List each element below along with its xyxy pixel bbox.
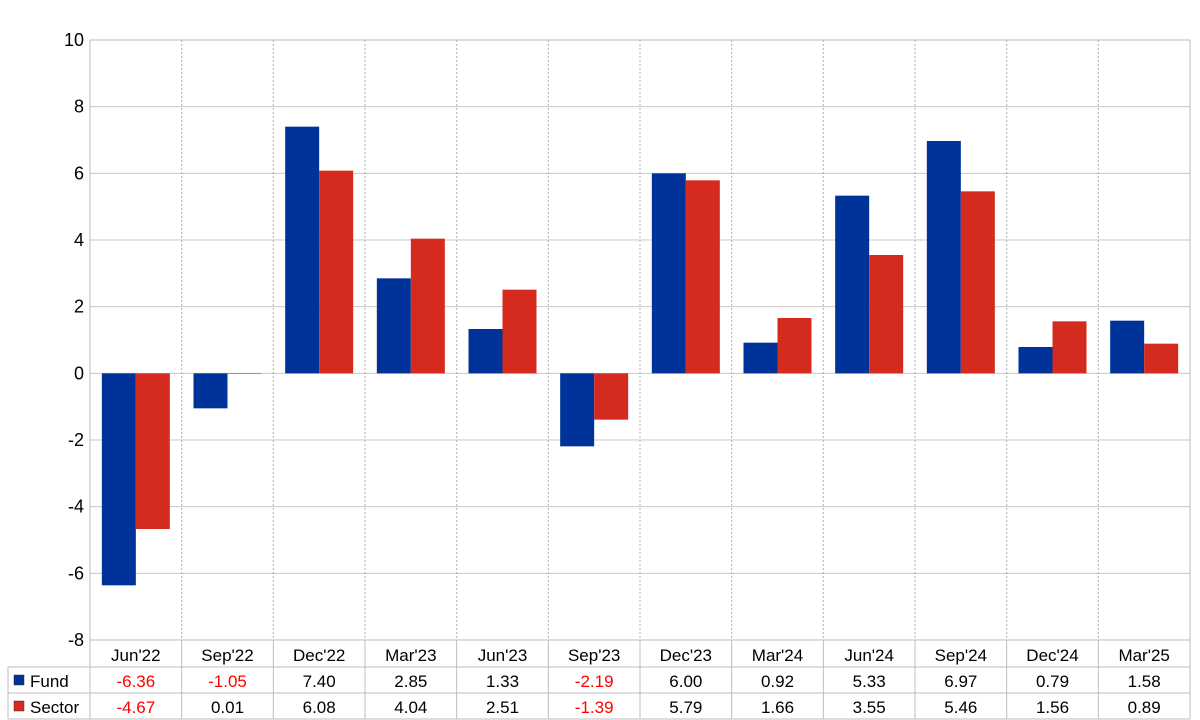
data-label-sector: 2.51 xyxy=(486,698,519,717)
bar-sector xyxy=(594,373,629,420)
bar-sector xyxy=(502,289,537,374)
x-category-label: Sep'23 xyxy=(568,646,620,665)
bar-fund xyxy=(193,373,228,409)
data-label-sector: -4.67 xyxy=(116,698,155,717)
bar-sector xyxy=(685,180,720,374)
bar-sector xyxy=(960,191,995,374)
data-label-fund: 5.33 xyxy=(853,672,886,691)
y-tick-label: 0 xyxy=(74,363,84,383)
legend-swatch-fund xyxy=(13,674,25,686)
data-label-fund: -2.19 xyxy=(575,672,614,691)
x-category-label: Sep'24 xyxy=(935,646,987,665)
bar-fund xyxy=(743,342,778,374)
grid-lines xyxy=(89,39,1191,641)
data-label-fund: 7.40 xyxy=(303,672,336,691)
data-label-fund: 1.33 xyxy=(486,672,519,691)
y-tick-label: 6 xyxy=(74,163,84,183)
y-tick-label: -6 xyxy=(68,563,84,583)
y-tick-label: 4 xyxy=(74,230,84,250)
bar-sector xyxy=(227,373,262,374)
y-tick-label: 2 xyxy=(74,297,84,317)
bar-sector xyxy=(777,318,812,374)
x-category-label: Mar'25 xyxy=(1118,646,1169,665)
data-label-sector: 0.01 xyxy=(211,698,244,717)
y-axis: 10 8 6 4 2 0 -2 -4 -6 -8 xyxy=(64,30,84,650)
x-category-label: Dec'24 xyxy=(1026,646,1078,665)
x-category-label: Jun'22 xyxy=(111,646,161,665)
data-label-sector: -1.39 xyxy=(575,698,614,717)
data-label-fund: 6.00 xyxy=(669,672,702,691)
bar-sector xyxy=(135,373,170,529)
y-tick-label: 8 xyxy=(74,97,84,117)
x-category-label: Jun'23 xyxy=(478,646,528,665)
data-label-fund: 0.92 xyxy=(761,672,794,691)
legend-swatch-sector xyxy=(13,700,25,712)
data-label-sector: 1.56 xyxy=(1036,698,1069,717)
data-label-fund: 6.97 xyxy=(944,672,977,691)
bar-fund xyxy=(1110,320,1145,374)
y-tick-label: -4 xyxy=(68,497,84,517)
x-category-label: Dec'23 xyxy=(660,646,712,665)
bar-sector xyxy=(410,238,445,374)
y-tick-label: -8 xyxy=(68,630,84,650)
bar-fund xyxy=(926,141,961,374)
data-table: Jun'22 Sep'22 Dec'22 Mar'23 Jun'23 Sep'23 Dec'… xyxy=(7,640,1191,720)
data-label-fund: 0.79 xyxy=(1036,672,1069,691)
data-label-fund: -6.36 xyxy=(116,672,155,691)
data-label-sector: 4.04 xyxy=(394,698,427,717)
data-label-fund: -1.05 xyxy=(208,672,247,691)
legend-label-sector: Sector xyxy=(30,698,79,717)
y-tick-label: -2 xyxy=(68,430,84,450)
bar-sector xyxy=(1052,321,1087,374)
bar-fund xyxy=(468,329,503,374)
data-label-sector: 6.08 xyxy=(303,698,336,717)
data-label-sector: 5.79 xyxy=(669,698,702,717)
data-label-sector: 5.46 xyxy=(944,698,977,717)
bar-sector xyxy=(1144,343,1179,374)
bar-fund xyxy=(560,373,595,447)
x-category-label: Mar'24 xyxy=(752,646,803,665)
bar-fund xyxy=(285,126,320,374)
x-category-label: Dec'22 xyxy=(293,646,345,665)
legend-label-fund: Fund xyxy=(30,672,69,691)
bar-fund xyxy=(101,373,136,586)
bar-fund xyxy=(1018,347,1053,374)
data-label-fund: 2.85 xyxy=(394,672,427,691)
data-label-sector: 0.89 xyxy=(1128,698,1161,717)
x-category-label: Jun'24 xyxy=(844,646,894,665)
bar-fund xyxy=(376,278,411,374)
x-category-label: Mar'23 xyxy=(385,646,436,665)
bar-sector xyxy=(319,170,354,374)
y-tick-label: 10 xyxy=(64,30,84,50)
data-label-sector: 1.66 xyxy=(761,698,794,717)
data-label-fund: 1.58 xyxy=(1128,672,1161,691)
bar-sector xyxy=(869,255,904,374)
bar-fund xyxy=(835,195,870,374)
bar-fund xyxy=(651,173,686,374)
x-category-label: Sep'22 xyxy=(201,646,253,665)
bar-series xyxy=(101,126,1179,586)
data-label-sector: 3.55 xyxy=(853,698,886,717)
